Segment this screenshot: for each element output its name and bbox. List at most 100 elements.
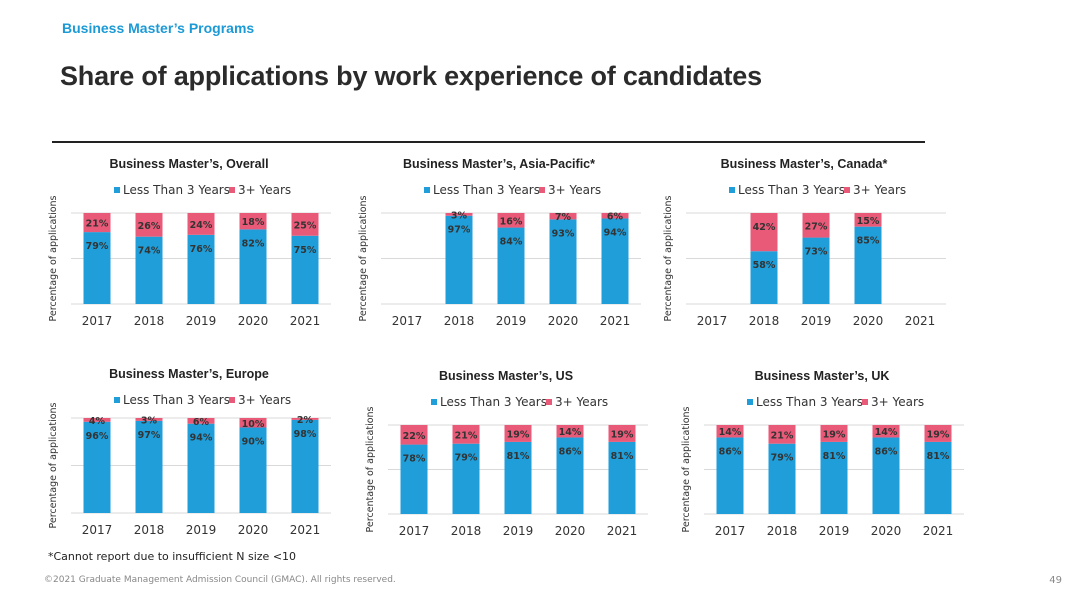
x-tick-label: 2018 <box>767 524 798 538</box>
data-label: 74% <box>138 246 161 257</box>
chart-title: Business Master’s, Asia-Pacific* <box>403 157 595 171</box>
x-tick-label: 2017 <box>399 524 430 538</box>
stacked-bar-chart: Business Master’s, UK Less Than 3 Years 3+… <box>681 369 964 538</box>
bar-segment-3-plus <box>187 418 215 424</box>
legend-swatch <box>546 399 552 405</box>
chart-legend: Less Than 3 Years 3+ Years <box>747 395 924 409</box>
y-axis-label: Percentage of applications <box>663 195 674 321</box>
bar-segment-less-than-3 <box>187 423 215 513</box>
data-label: 94% <box>604 227 627 238</box>
legend-label: Less Than 3 Years <box>123 183 230 197</box>
data-label: 14% <box>875 427 898 438</box>
bar-segment-less-than-3 <box>549 219 577 304</box>
page-title: Share of applications by work experience… <box>60 61 762 91</box>
stacked-bar-chart: Business Master’s, US Less Than 3 Years 3+… <box>365 369 648 538</box>
bar-segment-3-plus <box>549 213 577 220</box>
bar-segment-less-than-3 <box>291 235 319 304</box>
data-label: 6% <box>607 212 624 223</box>
chart-legend: Less Than 3 Years 3+ Years <box>114 393 291 407</box>
data-label: 81% <box>611 451 634 462</box>
y-axis-label: Percentage of applications <box>358 195 369 321</box>
bar-segment-less-than-3 <box>497 227 525 304</box>
y-axis-label: Percentage of applications <box>681 406 692 532</box>
stacked-bar-chart: Business Master’s, Europe Less Than 3 Yea… <box>48 367 331 537</box>
data-label: 79% <box>771 453 794 464</box>
x-tick-label: 2017 <box>82 314 113 328</box>
bar-segment-less-than-3 <box>239 229 267 304</box>
x-tick-label: 2020 <box>548 314 579 328</box>
bar-segment-3-plus <box>187 213 215 235</box>
bar-segment-less-than-3 <box>135 236 163 304</box>
bar-segment-3-plus <box>497 213 525 228</box>
bar-segment-less-than-3 <box>556 437 584 514</box>
bar-segment-less-than-3 <box>135 420 163 513</box>
legend-label: 3+ Years <box>238 393 291 407</box>
title-divider <box>52 141 925 143</box>
data-label: 81% <box>927 451 950 462</box>
section-eyebrow: Business Master’s Programs <box>62 20 255 36</box>
data-label: 24% <box>190 220 213 231</box>
x-tick-label: 2018 <box>749 314 780 328</box>
data-label: 82% <box>242 238 265 249</box>
bar-segment-less-than-3 <box>924 441 952 514</box>
legend-swatch <box>729 187 735 193</box>
data-label: 15% <box>857 216 880 227</box>
legend-swatch <box>539 187 545 193</box>
data-label: 21% <box>455 430 478 441</box>
bar-segment-less-than-3 <box>504 441 532 514</box>
data-label: 7% <box>555 212 572 223</box>
x-tick-label: 2018 <box>444 314 475 328</box>
x-tick-label: 2020 <box>238 523 269 537</box>
x-tick-label: 2020 <box>238 314 269 328</box>
chart-title: Business Master’s, Canada* <box>721 157 888 171</box>
chart-title: Business Master’s, Europe <box>109 367 269 381</box>
data-label: 4% <box>89 416 106 427</box>
data-label: 21% <box>771 430 794 441</box>
x-tick-label: 2021 <box>600 314 631 328</box>
legend-label: 3+ Years <box>548 183 601 197</box>
chart-legend: Less Than 3 Years 3+ Years <box>431 395 608 409</box>
bar-segment-3-plus <box>608 425 636 442</box>
data-label: 90% <box>242 437 265 448</box>
legend-label: Less Than 3 Years <box>738 183 845 197</box>
bar-segment-3-plus <box>504 425 532 442</box>
legend-label: Less Than 3 Years <box>433 183 540 197</box>
x-tick-label: 2019 <box>819 524 850 538</box>
chart-title: Business Master’s, UK <box>755 369 890 383</box>
data-label: 22% <box>403 431 426 442</box>
x-tick-label: 2020 <box>871 524 902 538</box>
data-label: 84% <box>500 237 523 248</box>
data-label: 96% <box>86 431 109 442</box>
legend-label: Less Than 3 Years <box>756 395 863 409</box>
bar-segment-less-than-3 <box>872 437 900 514</box>
bar-segment-3-plus <box>452 425 480 444</box>
data-label: 6% <box>193 417 210 428</box>
data-label: 79% <box>455 453 478 464</box>
bar-segment-3-plus <box>924 425 952 442</box>
x-tick-label: 2021 <box>607 524 638 538</box>
bar-segment-3-plus <box>83 418 111 422</box>
bar-segment-3-plus <box>83 213 111 233</box>
data-label: 97% <box>448 225 471 236</box>
stacked-bar-chart: Business Master’s, Canada* Less Than 3 Ye… <box>663 157 946 328</box>
x-tick-label: 2017 <box>697 314 728 328</box>
x-tick-label: 2021 <box>905 314 936 328</box>
bar-segment-3-plus <box>750 213 778 252</box>
copyright-notice: ©2021 Graduate Management Admission Coun… <box>44 575 396 585</box>
data-label: 27% <box>805 221 828 232</box>
bar-segment-3-plus <box>239 418 267 428</box>
bar-segment-3-plus <box>400 425 428 445</box>
data-label: 25% <box>294 220 317 231</box>
data-label: 19% <box>611 429 634 440</box>
data-label: 16% <box>500 216 523 227</box>
x-tick-label: 2017 <box>715 524 746 538</box>
x-tick-label: 2019 <box>801 314 832 328</box>
y-axis-label: Percentage of applications <box>48 402 59 528</box>
bar-segment-less-than-3 <box>608 441 636 514</box>
bar-segment-less-than-3 <box>291 419 319 513</box>
data-label: 73% <box>805 247 828 258</box>
bar-segment-less-than-3 <box>802 237 830 304</box>
x-tick-label: 2020 <box>555 524 586 538</box>
data-label: 14% <box>719 427 742 438</box>
legend-label: Less Than 3 Years <box>123 393 230 407</box>
